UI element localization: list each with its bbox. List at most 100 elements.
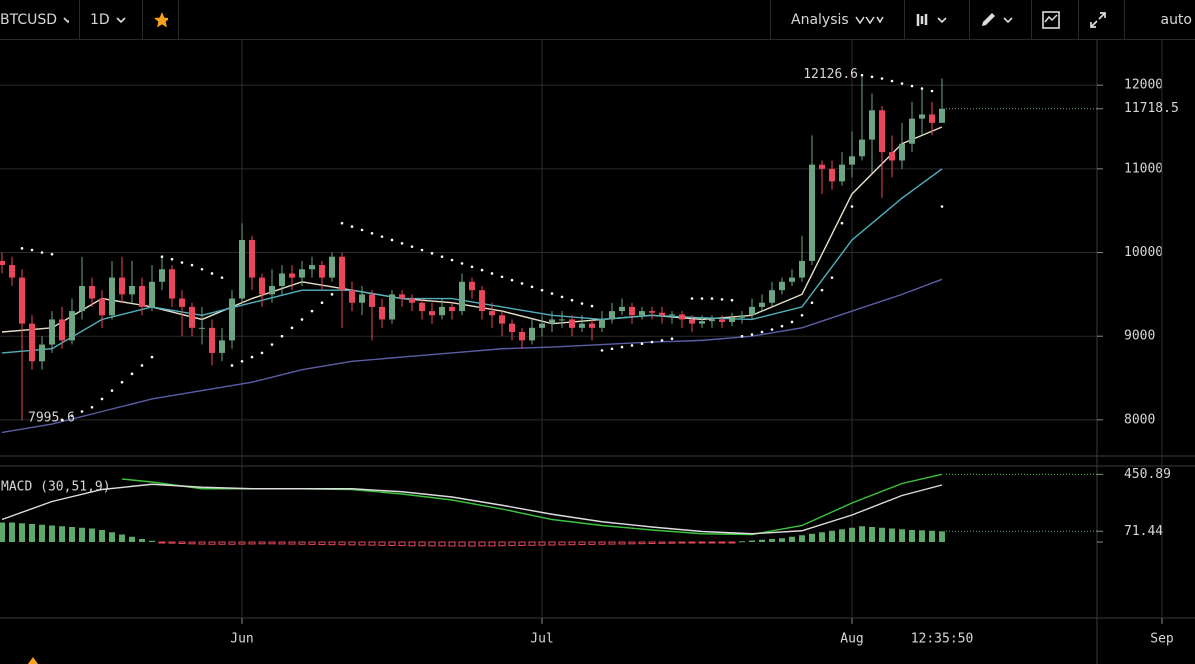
scale-button[interactable]: auto — [1125, 0, 1195, 39]
candle-body — [29, 323, 35, 362]
candle-body — [0, 260, 5, 266]
histogram-bar — [29, 524, 35, 542]
histogram-bar — [368, 541, 376, 546]
sar-dot — [390, 238, 394, 242]
drawing-button[interactable] — [970, 0, 1032, 39]
histogram-bar — [608, 541, 616, 545]
histogram-bar — [478, 541, 486, 547]
sar-dot — [320, 301, 324, 305]
histogram-bar — [348, 541, 356, 546]
histogram-bar — [318, 541, 326, 546]
candle-body — [249, 239, 255, 278]
histogram-bar — [779, 538, 785, 542]
indicator-title: MACD (30,51,9) — [1, 480, 111, 495]
candle-body — [449, 306, 455, 312]
last-value-label: 71.44 — [1124, 524, 1163, 539]
chart-icon — [1042, 10, 1060, 29]
candle-body — [909, 118, 915, 144]
chevron — [63, 16, 69, 23]
sar-dot — [90, 406, 94, 409]
candle-body — [409, 298, 415, 303]
candle-body — [99, 298, 105, 316]
candle-body — [809, 164, 815, 261]
histogram-bar — [909, 530, 915, 542]
histogram-bar — [718, 541, 726, 544]
candle-body — [879, 110, 885, 153]
histogram-bar — [119, 534, 125, 542]
sar-dot — [440, 255, 444, 259]
sar-dot — [870, 75, 874, 79]
histogram-bar — [308, 541, 316, 545]
candle-body — [49, 319, 55, 345]
sar-dot — [770, 328, 774, 331]
histogram-bar — [708, 541, 716, 544]
histogram-bar — [508, 541, 516, 547]
symbol-button[interactable]: BTCUSD — [0, 0, 80, 39]
candle-body — [69, 311, 75, 341]
candle-body — [719, 319, 725, 322]
sar-dot — [930, 89, 934, 93]
histogram-bar — [769, 539, 775, 542]
sar-dot — [780, 324, 784, 328]
histogram-bar — [628, 541, 636, 545]
indicators-button[interactable] — [1032, 0, 1079, 39]
sar-dot — [660, 339, 664, 342]
time-label-box — [902, 628, 982, 650]
sar-dot — [910, 84, 914, 88]
candle-body — [799, 260, 805, 278]
histogram-bar — [869, 527, 875, 542]
sar-dot — [40, 251, 44, 254]
interval-button[interactable]: 1D — [80, 0, 143, 39]
candle-body — [589, 323, 595, 328]
candle-body — [679, 314, 685, 320]
histogram-bar — [149, 540, 155, 542]
sar-dot — [570, 298, 574, 302]
marker — [28, 657, 38, 664]
symbol: BTCUSD — [0, 11, 58, 28]
y-tick-label: 8000 — [1124, 412, 1155, 427]
sar-dot — [30, 248, 34, 252]
candle-body — [929, 114, 935, 123]
sar-dot — [150, 355, 154, 359]
sar-dot — [840, 221, 844, 225]
sar-dot — [340, 221, 344, 225]
candle-body — [579, 323, 585, 328]
sar-dot — [380, 235, 384, 238]
histogram-bar — [598, 541, 606, 545]
candle-body — [179, 298, 185, 307]
candle-body — [689, 319, 695, 324]
analysis-button[interactable]: Analysis — [770, 0, 905, 39]
candle-body — [559, 319, 565, 321]
sar-dot — [20, 247, 24, 250]
sar-dot — [650, 340, 654, 344]
histogram-bar — [458, 541, 466, 547]
fullscreen-button[interactable] — [1079, 0, 1125, 39]
histogram-bar — [258, 541, 266, 545]
candle-body — [609, 311, 615, 320]
histogram-bar — [728, 541, 736, 544]
sar-dot — [60, 418, 64, 422]
candles-icon — [916, 13, 947, 26]
sar-dot — [400, 242, 404, 245]
candle-body — [109, 277, 115, 316]
favorite-button[interactable] — [143, 0, 179, 39]
candle-body — [169, 269, 175, 299]
sar-dot — [160, 255, 164, 259]
x-tick-label: Sep — [1150, 632, 1174, 647]
histogram-bar — [129, 536, 135, 542]
histogram-bar — [278, 541, 286, 545]
candle-body — [659, 312, 665, 316]
candle-body — [599, 319, 605, 328]
sar-dot — [170, 257, 174, 261]
chart-type-button[interactable] — [905, 0, 970, 39]
sar-dot — [540, 288, 544, 292]
histogram-bar — [588, 541, 596, 545]
analysis: Analysis — [791, 11, 849, 28]
sar-dot — [120, 380, 124, 384]
sar-dot — [240, 359, 244, 363]
candle-body — [299, 269, 305, 278]
candle-body — [139, 285, 145, 307]
histogram-bar — [568, 541, 576, 546]
candle-body — [19, 277, 25, 324]
indicator-line — [1, 168, 943, 354]
